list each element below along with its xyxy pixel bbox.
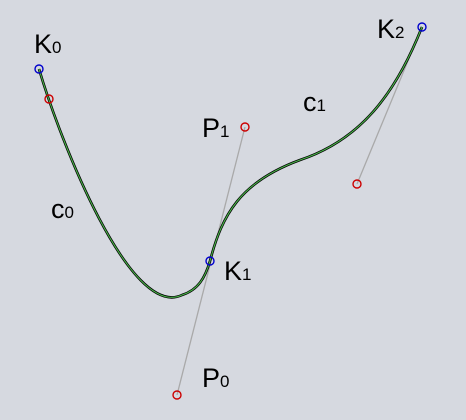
label-p1: P1	[202, 113, 229, 143]
control-point-k2-handle[interactable]	[352, 179, 362, 189]
control-point-k0-handle[interactable]	[44, 94, 54, 104]
control-point-p0[interactable]	[172, 390, 182, 400]
curve-segment-c0	[37, 68, 212, 299]
label-k0: K0	[34, 29, 61, 59]
label-k2: K2	[377, 14, 404, 44]
knot-point-k1[interactable]	[205, 256, 215, 266]
curve-segment-c1	[208, 26, 424, 262]
label-c1: c1	[303, 87, 326, 117]
label-c0: c0	[51, 194, 74, 224]
knot-point-k2[interactable]	[417, 22, 427, 32]
control-point-p1[interactable]	[240, 122, 250, 132]
knot-point-k0[interactable]	[34, 64, 44, 74]
curve-segment-c0-inner	[38, 68, 211, 298]
curve-segment-c1-inner	[209, 26, 423, 262]
label-k1: K1	[224, 256, 251, 286]
label-p0: P0	[202, 363, 229, 393]
